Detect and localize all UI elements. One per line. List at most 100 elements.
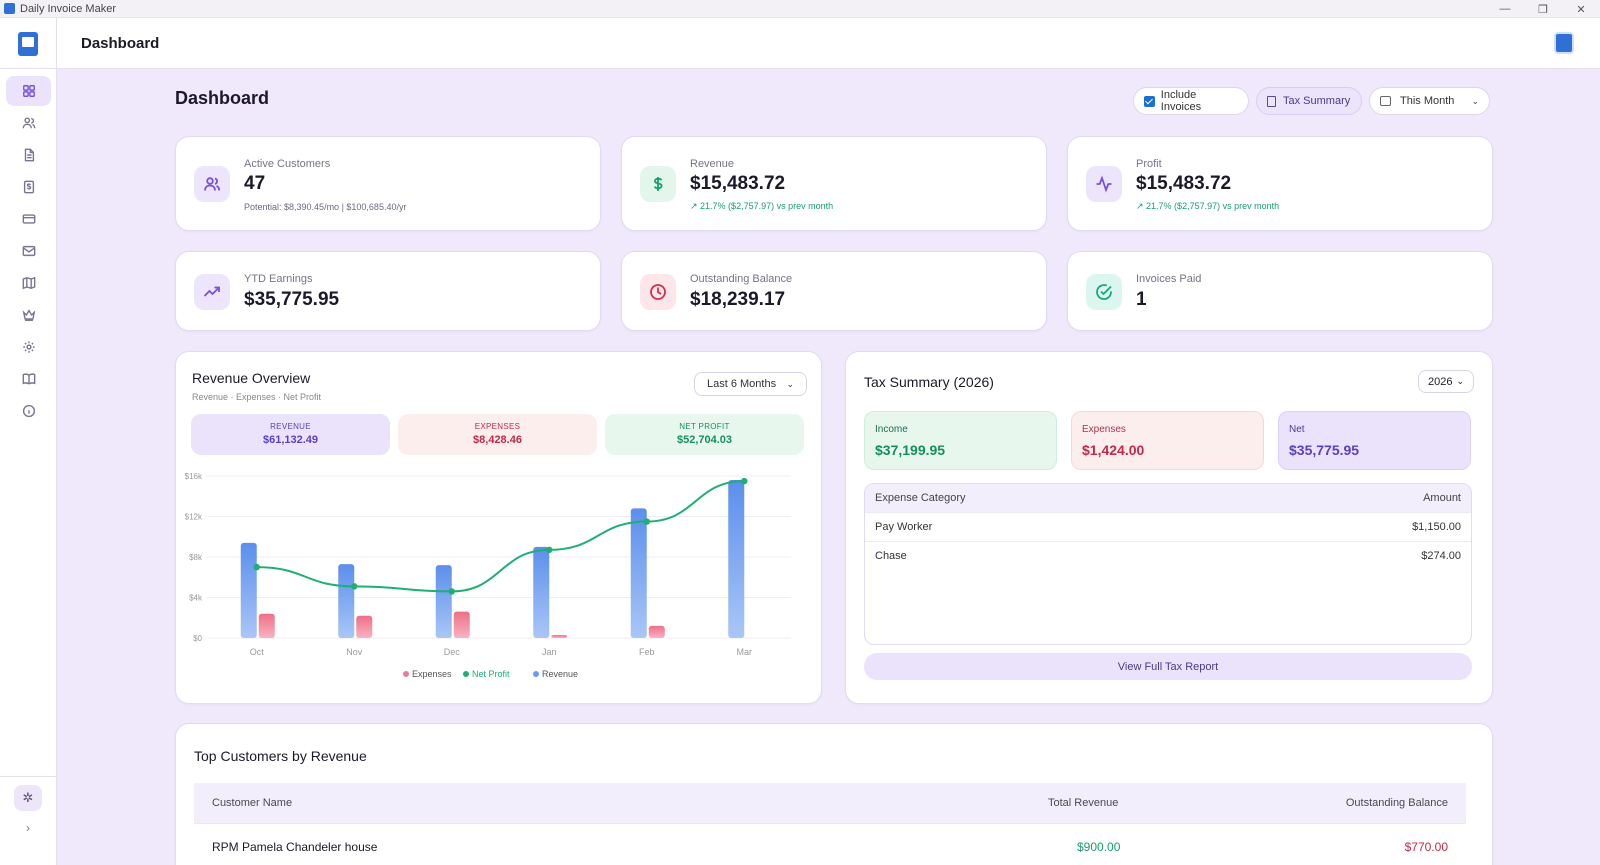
sidebar-item-payments[interactable] xyxy=(6,172,51,202)
customer-outstanding-balance: $770.00 xyxy=(1404,840,1448,854)
net-profit-point[interactable] xyxy=(253,563,260,571)
stat-label: Active Customers xyxy=(244,158,331,170)
expenses-box: Expenses $1,424.00 xyxy=(1071,411,1264,470)
app-logo-icon[interactable] xyxy=(18,32,38,56)
pill-value: $61,132.49 xyxy=(262,434,319,446)
stat-value: 1 xyxy=(1136,289,1147,310)
net-profit-point[interactable] xyxy=(351,583,358,590)
stat-card-ytd-earnings: YTD Earnings $35,775.95 xyxy=(175,251,601,331)
expenses-bar[interactable] xyxy=(258,613,275,638)
sidebar-item-premium[interactable] xyxy=(6,300,51,330)
year-select[interactable]: 2026 ⌄ xyxy=(1418,370,1474,393)
tax-summary-button[interactable]: Tax Summary xyxy=(1256,87,1362,115)
expense-category-table: Expense Category Amount Pay Worker $1,15… xyxy=(864,483,1472,645)
range-select[interactable]: Last 6 Months ⌄ xyxy=(694,372,807,396)
revenue-bar[interactable] xyxy=(533,546,550,638)
chevron-down-icon: ⌄ xyxy=(786,378,794,389)
net-value: $35,775.95 xyxy=(1289,442,1360,458)
net-profit-point[interactable] xyxy=(546,546,553,554)
sidebar-item-customers[interactable] xyxy=(6,108,51,138)
y-tick-label: $8k xyxy=(189,553,203,562)
sidebar-item-invoices[interactable] xyxy=(6,140,51,170)
view-full-tax-report-button[interactable]: View Full Tax Report xyxy=(864,653,1472,680)
sparkle-button[interactable]: ✲ xyxy=(14,785,42,811)
sidebar-expand-button[interactable]: › xyxy=(26,821,30,835)
net-box: Net $35,775.95 xyxy=(1278,411,1471,470)
stat-label: Outstanding Balance xyxy=(690,273,793,285)
revenue-pill: REVENUE $61,132.49 xyxy=(191,414,390,455)
income-value: $37,199.95 xyxy=(875,442,946,458)
revenue-bar[interactable] xyxy=(240,542,257,638)
sidebar-item-cards[interactable] xyxy=(6,204,51,234)
stat-value: $15,483.72 xyxy=(690,173,786,194)
x-tick-label: Mar xyxy=(737,647,753,657)
range-select-value: Last 6 Months xyxy=(707,378,777,390)
include-invoices-label: Include Invoices xyxy=(1160,89,1202,113)
legend-swatch xyxy=(403,671,409,677)
table-row[interactable]: Chase $274.00 xyxy=(865,541,1471,570)
revenue-bar[interactable] xyxy=(630,508,647,638)
minimize-button[interactable]: — xyxy=(1499,3,1511,15)
credit-card-icon xyxy=(22,214,35,224)
map-icon xyxy=(22,276,35,290)
app-header: Dashboard xyxy=(57,18,1600,69)
column-header: Total Revenue xyxy=(1048,797,1119,809)
net-profit-line xyxy=(256,480,745,593)
customer-name: RPM Pamela Chandeler house xyxy=(212,840,378,854)
stat-trend: ↗ 21.7% ($2,757.97) vs prev month xyxy=(1136,201,1280,211)
expense-category: Pay Worker xyxy=(875,521,933,533)
y-tick-label: $4k xyxy=(189,594,203,603)
activity-icon xyxy=(1086,166,1122,202)
year-select-value: 2026 xyxy=(1428,375,1453,388)
expenses-label: Expenses xyxy=(1082,424,1126,435)
expense-amount: $274.00 xyxy=(1421,550,1461,562)
close-button[interactable]: ✕ xyxy=(1576,3,1586,16)
legend-label: Revenue xyxy=(542,669,578,679)
revenue-bar[interactable] xyxy=(435,565,452,638)
table-row[interactable]: Pay Worker $1,150.00 xyxy=(865,512,1471,541)
stat-card-profit: Profit $15,483.72 ↗ 21.7% ($2,757.97) vs… xyxy=(1067,136,1493,231)
sidebar-item-settings[interactable] xyxy=(6,332,51,362)
dollar-icon xyxy=(640,166,676,202)
stat-value: $35,775.95 xyxy=(244,289,340,310)
sidebar-divider xyxy=(0,776,57,777)
include-invoices-checkbox[interactable]: Include Invoices xyxy=(1133,87,1249,115)
revenue-bar[interactable] xyxy=(338,564,355,638)
x-tick-label: Oct xyxy=(250,647,265,657)
book-icon xyxy=(22,373,35,385)
net-profit-point[interactable] xyxy=(643,518,650,525)
sidebar-item-mail[interactable] xyxy=(6,236,51,266)
table-header: Expense Category Amount xyxy=(865,484,1471,512)
chevron-down-icon: ⌄ xyxy=(1471,95,1479,106)
period-select[interactable]: This Month ⌄ xyxy=(1369,87,1490,115)
stat-label: YTD Earnings xyxy=(244,273,313,285)
net-profit-point[interactable] xyxy=(448,588,455,595)
tax-summary-card: Tax Summary (2026) 2026 ⌄ Income $37,199… xyxy=(845,351,1493,704)
revenue-bar[interactable] xyxy=(728,480,745,638)
sidebar-item-about[interactable] xyxy=(6,396,51,426)
check-circle-icon xyxy=(1086,274,1122,310)
sidebar-item-map[interactable] xyxy=(6,268,51,298)
expenses-bar[interactable] xyxy=(356,615,373,638)
mail-icon xyxy=(22,245,35,257)
sidebar-item-dashboard[interactable] xyxy=(6,76,51,106)
users-icon xyxy=(22,117,35,129)
tax-summary-label: Tax Summary xyxy=(1283,95,1351,107)
stat-value: $15,483.72 xyxy=(1136,173,1232,194)
sidebar-item-guide[interactable] xyxy=(6,364,51,394)
restore-button[interactable]: ❐ xyxy=(1538,3,1548,16)
legend-swatch xyxy=(463,671,469,677)
table-row[interactable]: RPM Pamela Chandeler house $900.00 $770.… xyxy=(194,823,1466,865)
pill-label: REVENUE xyxy=(270,422,311,431)
x-tick-label: Dec xyxy=(444,647,461,657)
pill-value: $8,428.46 xyxy=(473,434,522,446)
net-profit-point[interactable] xyxy=(741,477,748,485)
profile-logo-icon[interactable] xyxy=(1554,32,1574,54)
expenses-bar[interactable] xyxy=(648,625,665,638)
stat-card-outstanding-balance: Outstanding Balance $18,239.17 xyxy=(621,251,1047,331)
stat-subtext: Potential: $8,390.45/mo | $100,685.40/yr xyxy=(244,202,407,212)
window-title: Daily Invoice Maker xyxy=(20,2,116,15)
document-icon xyxy=(1267,95,1276,107)
expenses-bar[interactable] xyxy=(453,611,470,638)
expenses-bar[interactable] xyxy=(551,634,568,638)
